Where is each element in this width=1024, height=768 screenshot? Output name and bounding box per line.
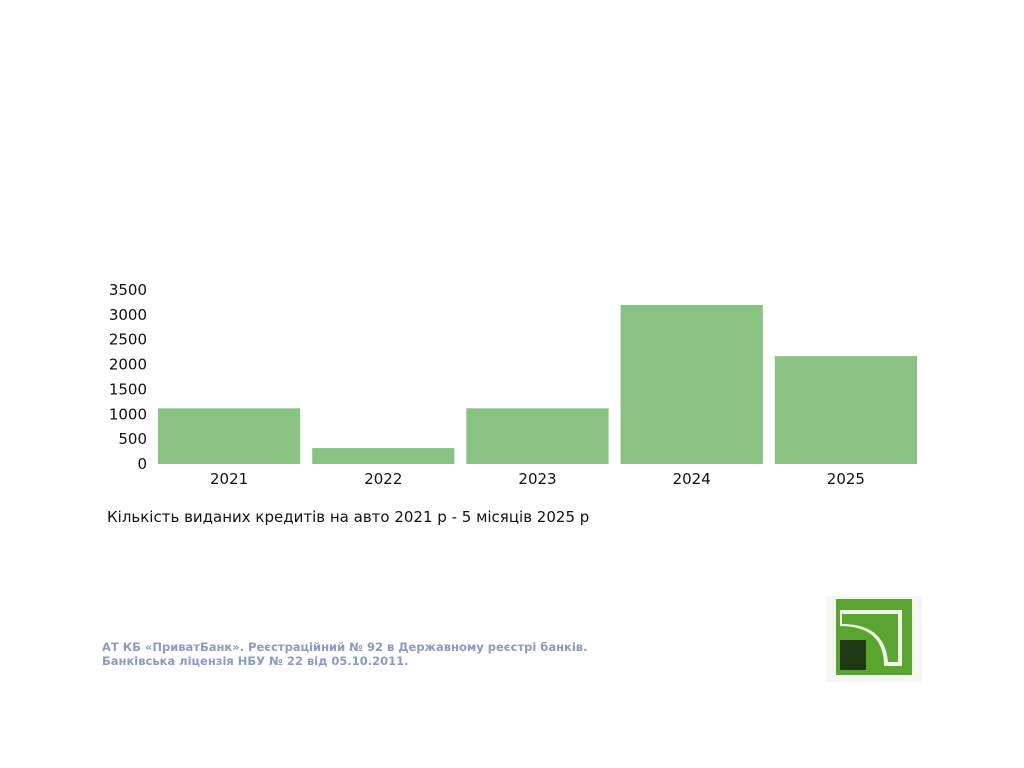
footer-line-2: Банківська ліцензія НБУ № 22 від 05.10.2… xyxy=(102,654,409,668)
x-tick-label: 2021 xyxy=(210,470,248,488)
x-tick-label: 2023 xyxy=(518,470,556,488)
bar-2025 xyxy=(774,356,917,464)
y-tick-label: 3500 xyxy=(109,281,147,299)
privatbank-logo-icon xyxy=(826,596,922,682)
y-tick-label: 1000 xyxy=(109,405,147,423)
y-tick-label: 0 xyxy=(137,455,147,473)
bars xyxy=(158,304,917,464)
y-tick-label: 1500 xyxy=(109,380,147,398)
bar-2024 xyxy=(620,304,763,464)
footer-legal-text: АТ КБ «ПриватБанк». Реєстраційний № 92 в… xyxy=(102,640,587,668)
footer-line-1: АТ КБ «ПриватБанк». Реєстраційний № 92 в… xyxy=(102,640,588,654)
x-tick-label: 2025 xyxy=(827,470,865,488)
bar-2022 xyxy=(312,448,455,464)
x-tick-label: 2024 xyxy=(673,470,711,488)
x-axis-ticks: 2021 2022 2023 2024 2025 xyxy=(210,470,865,488)
x-tick-label: 2022 xyxy=(364,470,402,488)
y-tick-label: 3000 xyxy=(109,306,147,324)
y-tick-label: 2000 xyxy=(109,356,147,374)
y-tick-label: 2500 xyxy=(109,331,147,349)
chart-caption: Кількість виданих кредитів на авто 2021 … xyxy=(107,508,590,526)
bar-2023 xyxy=(466,408,609,464)
y-tick-label: 500 xyxy=(118,430,147,448)
y-axis-ticks: 0 500 1000 1500 2000 2500 3000 3500 xyxy=(109,281,147,473)
bar-2021 xyxy=(158,408,301,464)
